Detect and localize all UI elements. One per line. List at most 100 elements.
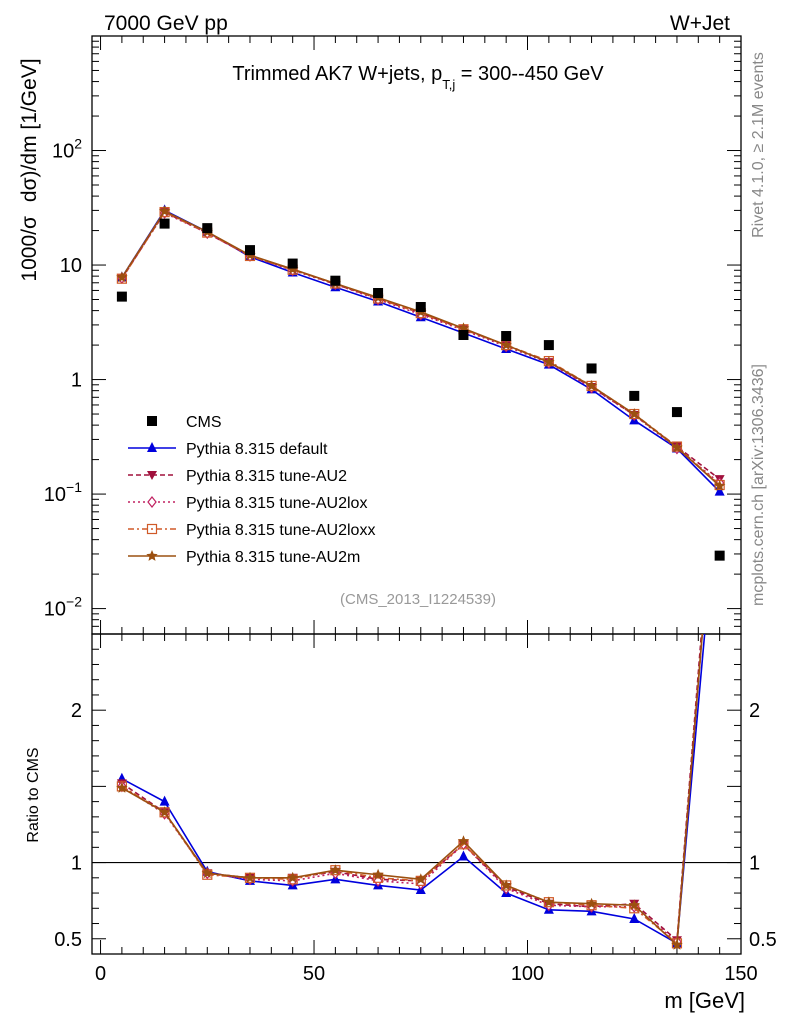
point-pythia-8-315-tune-au2m xyxy=(116,271,128,283)
point-cms xyxy=(202,223,213,234)
ratio-point-pythia-8-315-default xyxy=(458,850,469,861)
point-cms xyxy=(159,218,170,229)
point-pythia-8-315-tune-au2m xyxy=(628,408,640,419)
ratio-point-pythia-8-315-tune-au2m xyxy=(671,938,683,950)
legend-label-pythia-8-315-tune-au2: Pythia 8.315 tune-AU2 xyxy=(186,468,347,485)
point-cms xyxy=(287,258,298,269)
ratio-point-pythia-8-315-tune-au2 xyxy=(715,401,725,410)
chart-title-tail: = 300--450 GeV xyxy=(455,63,604,85)
point-pythia-8-315-tune-au2m xyxy=(287,263,299,274)
analysis-annotation: (CMS_2013_I1224539) xyxy=(340,591,496,608)
legend-marker-pythia-8-315-default xyxy=(147,442,157,452)
ratio-point-pythia-8-315-tune-au2m xyxy=(372,868,384,880)
point-cms xyxy=(671,407,682,418)
ratio-point-pythia-8-315-default xyxy=(715,460,725,470)
y-tick-label-base: 10 xyxy=(44,484,66,506)
point-pythia-8-315-tune-au2m xyxy=(500,339,512,350)
point-pythia-8-315-tune-au2m xyxy=(158,205,171,217)
y-tick-label-exp: −2 xyxy=(66,594,82,610)
point-cms xyxy=(586,363,597,374)
y-tick-label-main: 10 xyxy=(60,255,82,277)
rivet-label: Rivet 4.1.0, ≥ 2.1M events xyxy=(750,52,767,238)
chart-title: Trimmed AK7 W+jets, pT,j = 300--450 GeV xyxy=(232,63,604,92)
series-line-pythia-8-315-tune-au2 xyxy=(121,211,721,480)
ratio-point-pythia-8-315-default xyxy=(629,912,640,923)
mcplots-label: mcplots.cern.ch [arXiv:1306.3436] xyxy=(750,364,767,606)
point-pythia-8-315-tune-au2m xyxy=(543,356,555,367)
x-axis-label: m [GeV] xyxy=(664,988,745,1013)
header-right-label: W+Jet xyxy=(670,12,730,35)
point-cms xyxy=(714,550,725,561)
ratio-series-group xyxy=(116,401,725,950)
legend-marker-pythia-8-315-tune-au2m xyxy=(146,550,158,561)
legend-label-cms: CMS xyxy=(186,414,222,431)
ratio-point-pythia-8-315-tune-au2loxx xyxy=(715,416,724,425)
ratio-point-pythia-8-315-tune-au2m xyxy=(415,873,427,885)
chart-title-main: Trimmed AK7 W+jets, p xyxy=(232,63,442,85)
point-cms xyxy=(458,329,469,340)
y-tick-label-ratio-right: 1 xyxy=(749,853,760,875)
legend-marker-cms xyxy=(147,416,157,426)
y-tick-label-main: 1 xyxy=(71,370,82,392)
point-cms xyxy=(244,245,255,256)
ratio-point-pythia-8-315-tune-au2lox xyxy=(716,416,724,426)
ratio-point-pythia-8-315-tune-au2m xyxy=(287,871,299,883)
legend-label-pythia-8-315-tune-au2loxx: Pythia 8.315 tune-AU2loxx xyxy=(186,522,375,539)
legend-marker-pythia-8-315-tune-au2lox xyxy=(147,496,157,508)
y-tick-label-main: 10−1 xyxy=(44,479,82,506)
x-tick-label: 100 xyxy=(511,963,544,985)
point-pythia-8-315-default xyxy=(714,485,725,496)
point-cms xyxy=(501,331,512,342)
x-tick-label: 150 xyxy=(724,963,757,985)
y-tick-label-ratio-left: 1 xyxy=(71,853,82,875)
ratio-point-pythia-8-315-tune-au2m xyxy=(158,806,171,818)
point-pythia-8-315-tune-au2m xyxy=(671,441,683,453)
chart-title-sub: T,j xyxy=(442,77,455,92)
y-tick-label-exp: −1 xyxy=(66,479,82,495)
y-tick-label-ratio-right: 2 xyxy=(749,700,760,722)
y-tick-label-base: 10 xyxy=(44,599,66,621)
ratio-point-pythia-8-315-tune-au2m xyxy=(500,879,512,891)
ratio-point-pythia-8-315-tune-au2m xyxy=(201,867,213,879)
ratio-point-pythia-8-315-tune-au2m xyxy=(457,835,470,847)
main-y-label-a: 1000/σ xyxy=(18,216,41,282)
ratio-panel-frame xyxy=(91,633,742,955)
point-pythia-8-315-tune-au2m xyxy=(713,479,726,491)
y-tick-label-main: 102 xyxy=(52,136,82,163)
legend-label-pythia-8-315-default: Pythia 8.315 default xyxy=(186,441,328,458)
legend: CMS Pythia 8.315 default Pythia 8.315 tune… xyxy=(128,414,375,566)
header-left-label: 7000 GeV pp xyxy=(104,12,228,35)
point-pythia-8-315-tune-au2m xyxy=(585,379,598,391)
ratio-line-pythia-8-315-tune-au2lox xyxy=(121,634,703,944)
ratio-point-pythia-8-315-tune-au2m xyxy=(244,871,256,883)
ratio-line-pythia-8-315-tune-au2 xyxy=(121,634,703,942)
legend-marker-pythia-8-315-tune-au2 xyxy=(147,471,157,480)
y-tick-label-ratio-right: 0.5 xyxy=(749,929,777,951)
ratio-point-pythia-8-315-default xyxy=(159,795,170,806)
point-cms xyxy=(330,275,341,286)
x-tick-label: 50 xyxy=(303,963,325,985)
legend-label-pythia-8-315-tune-au2m: Pythia 8.315 tune-AU2m xyxy=(186,549,360,566)
y-tick-label-main: 10−2 xyxy=(44,594,82,621)
main-panel-frame xyxy=(91,35,742,635)
ratio-point-pythia-8-315-tune-au2m xyxy=(329,864,342,875)
ratio-point-pythia-8-315-tune-au2m xyxy=(116,781,128,793)
point-cms xyxy=(629,390,640,401)
legend-label-pythia-8-315-tune-au2lox: Pythia 8.315 tune-AU2lox xyxy=(186,495,367,512)
y-tick-label-base: 10 xyxy=(52,141,74,163)
legend-marker-pythia-8-315-tune-au2loxx xyxy=(146,523,158,535)
ratio-point-pythia-8-315-tune-au2m xyxy=(585,897,598,909)
main-y-label-b: dσ)/dm [1/GeV] xyxy=(18,58,41,202)
main-y-label: 1000/σ dσ)/dm [1/GeV] xyxy=(18,58,41,281)
point-cms xyxy=(543,340,554,351)
ratio-point-pythia-8-315-tune-au2m xyxy=(543,896,555,907)
ratio-point-pythia-8-315-tune-au2m xyxy=(628,899,640,911)
main-series-group xyxy=(116,204,726,561)
point-cms xyxy=(415,302,426,313)
y-tick-label-ratio-left: 2 xyxy=(71,700,82,722)
x-tick-label: 0 xyxy=(95,963,106,985)
y-tick-label-exp: 2 xyxy=(74,136,82,152)
point-cms xyxy=(116,291,127,302)
